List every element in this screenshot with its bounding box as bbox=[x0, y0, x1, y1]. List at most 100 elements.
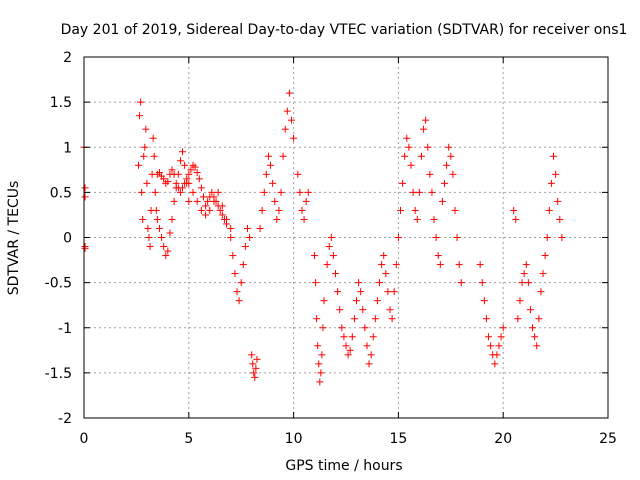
data-point bbox=[522, 261, 530, 269]
data-point bbox=[149, 134, 157, 142]
data-point bbox=[382, 270, 390, 278]
data-point bbox=[392, 261, 400, 269]
data-point bbox=[253, 355, 261, 363]
data-point bbox=[403, 134, 411, 142]
data-point bbox=[420, 125, 428, 133]
data-point bbox=[422, 116, 430, 124]
data-point bbox=[210, 197, 218, 205]
data-point bbox=[273, 215, 281, 223]
y-tick-label: 0 bbox=[63, 231, 72, 247]
data-point bbox=[411, 206, 419, 214]
data-point bbox=[223, 215, 231, 223]
data-point bbox=[554, 197, 562, 205]
x-tick-label: 20 bbox=[494, 431, 512, 447]
data-point bbox=[152, 206, 160, 214]
data-point bbox=[371, 315, 379, 323]
data-point bbox=[325, 243, 333, 251]
data-point bbox=[478, 279, 486, 287]
data-point bbox=[267, 161, 275, 169]
data-point bbox=[231, 270, 239, 278]
data-point bbox=[136, 112, 144, 120]
data-point bbox=[348, 333, 356, 341]
y-tick-label: -2 bbox=[58, 411, 72, 427]
data-point bbox=[495, 342, 503, 350]
data-point bbox=[482, 315, 490, 323]
data-point bbox=[197, 184, 205, 192]
data-point bbox=[367, 351, 375, 359]
data-point bbox=[436, 261, 444, 269]
data-point bbox=[168, 166, 176, 174]
x-tick-label: 10 bbox=[285, 431, 303, 447]
data-point bbox=[304, 188, 312, 196]
data-point bbox=[208, 188, 216, 196]
data-point bbox=[288, 116, 296, 124]
data-point bbox=[526, 306, 534, 314]
data-point bbox=[491, 360, 499, 368]
data-point bbox=[499, 324, 507, 332]
data-point bbox=[359, 306, 367, 314]
data-point bbox=[290, 134, 298, 142]
data-point bbox=[369, 333, 377, 341]
data-point bbox=[386, 306, 394, 314]
data-point bbox=[447, 152, 455, 160]
data-point bbox=[438, 197, 446, 205]
data-point bbox=[417, 152, 425, 160]
data-point bbox=[355, 279, 363, 287]
data-point bbox=[445, 143, 453, 151]
data-point bbox=[352, 297, 360, 305]
data-point bbox=[302, 197, 310, 205]
data-point bbox=[547, 179, 555, 187]
data-point bbox=[424, 143, 432, 151]
data-point bbox=[514, 315, 522, 323]
data-point bbox=[206, 206, 214, 214]
data-point bbox=[332, 270, 340, 278]
y-tick-label: -1 bbox=[58, 321, 72, 337]
data-point bbox=[81, 244, 89, 252]
data-point bbox=[134, 161, 142, 169]
y-tick-label: 1.5 bbox=[50, 95, 72, 111]
data-point bbox=[363, 342, 371, 350]
data-point bbox=[189, 188, 197, 196]
data-point bbox=[432, 234, 440, 241]
data-point bbox=[252, 364, 260, 372]
grid-layer bbox=[84, 57, 608, 418]
data-point bbox=[185, 197, 193, 205]
data-point bbox=[441, 179, 449, 187]
data-point bbox=[264, 152, 272, 160]
data-point bbox=[518, 279, 526, 287]
data-point bbox=[344, 351, 352, 359]
data-point bbox=[195, 175, 203, 183]
data-point bbox=[150, 152, 158, 160]
data-point bbox=[485, 333, 493, 341]
data-point bbox=[426, 170, 434, 178]
data-point bbox=[361, 324, 369, 332]
data-point bbox=[323, 261, 331, 269]
data-point bbox=[216, 206, 224, 214]
data-point bbox=[311, 252, 319, 260]
data-point bbox=[401, 152, 409, 160]
chart-title: Day 201 of 2019, Sidereal Day-to-day VTE… bbox=[61, 22, 628, 38]
data-point bbox=[227, 234, 235, 241]
data-point bbox=[251, 373, 259, 381]
data-point bbox=[237, 279, 245, 287]
data-point bbox=[541, 252, 549, 260]
data-point bbox=[246, 234, 254, 241]
data-point bbox=[229, 252, 237, 260]
data-point bbox=[239, 261, 247, 269]
data-point bbox=[535, 315, 543, 323]
data-point bbox=[342, 342, 350, 350]
data-point bbox=[166, 229, 174, 237]
data-point bbox=[316, 378, 324, 386]
data-point bbox=[283, 107, 291, 115]
data-point bbox=[457, 279, 465, 287]
data-point bbox=[376, 279, 384, 287]
data-point bbox=[183, 175, 191, 183]
data-point bbox=[556, 215, 564, 223]
data-point bbox=[202, 211, 210, 219]
data-point bbox=[543, 234, 551, 241]
data-point bbox=[138, 188, 146, 196]
data-point bbox=[260, 188, 268, 196]
data-point bbox=[285, 89, 293, 97]
data-point bbox=[176, 188, 184, 196]
